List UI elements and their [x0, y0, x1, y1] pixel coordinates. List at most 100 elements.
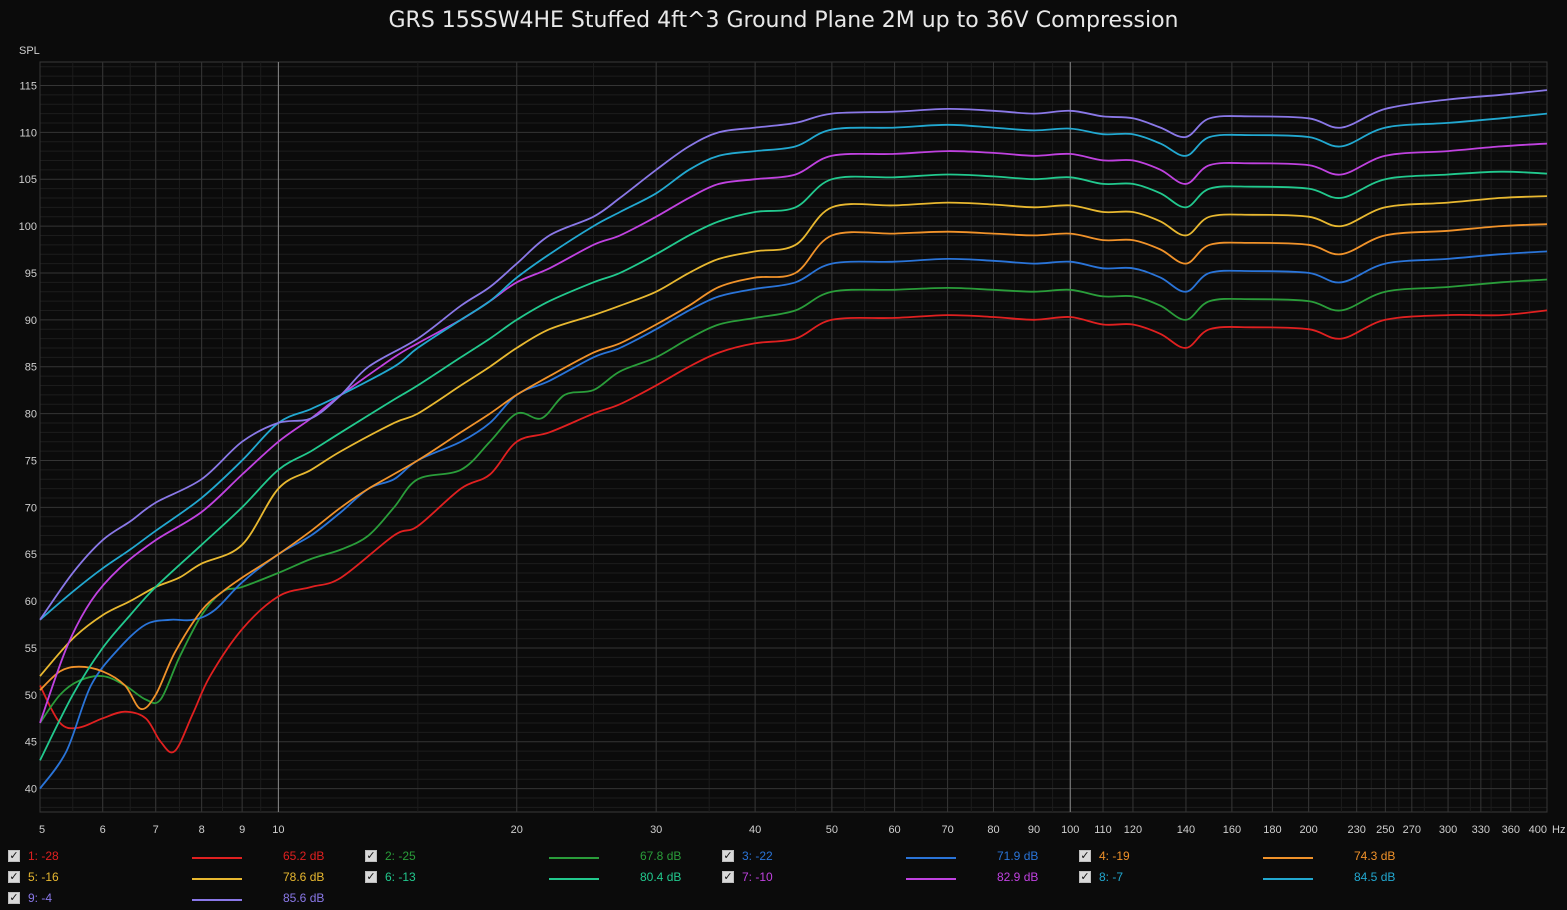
y-tick-label: 85: [25, 362, 37, 374]
x-tick-label: 270: [1403, 824, 1421, 836]
series-line-4: [39, 223, 1548, 711]
y-tick-label: 60: [25, 596, 37, 608]
legend-checkbox[interactable]: ✓: [8, 871, 20, 883]
x-tick-label: 140: [1177, 824, 1195, 836]
x-tick-label: 110: [1094, 824, 1112, 836]
x-tick-label: 10: [272, 824, 284, 836]
legend-checkbox[interactable]: ✓: [8, 892, 20, 904]
y-tick-label: 40: [25, 784, 37, 796]
x-tick-label: 250: [1376, 824, 1394, 836]
x-tick-label: 100: [1061, 824, 1079, 836]
x-tick-label: 6: [100, 824, 106, 836]
legend-value: 80.4 dB: [640, 870, 682, 884]
x-tick-label: 180: [1263, 824, 1281, 836]
legend-checkbox[interactable]: ✓: [8, 850, 20, 862]
legend-item-3: ✓ 3: -22 71.9 dB: [722, 848, 1062, 866]
legend-swatch: [1263, 857, 1313, 859]
x-tick-label: 70: [941, 824, 953, 836]
x-tick-label: 20: [511, 824, 523, 836]
legend-swatch: [549, 857, 599, 859]
x-tick-label: 300: [1439, 824, 1457, 836]
series-line-7: [39, 142, 1548, 724]
y-tick-labels: 40 45 50 55 60 65 70 75 80 85 90 95 100 105 110 115: [19, 80, 37, 795]
legend-checkbox[interactable]: ✓: [722, 850, 734, 862]
legend-swatch: [192, 878, 242, 880]
legend-swatch: [1263, 878, 1313, 880]
x-tick-label: 120: [1124, 824, 1142, 836]
legend-swatch: [192, 857, 242, 859]
legend-swatch: [906, 878, 956, 880]
x-tick-label: 90: [1028, 824, 1040, 836]
legend-item-4: ✓ 4: -19 74.3 dB: [1079, 848, 1419, 866]
x-tick-label: 40: [749, 824, 761, 836]
y-tick-label: 100: [19, 221, 37, 233]
legend-checkbox[interactable]: ✓: [365, 850, 377, 862]
legend-item-9: ✓ 9: -4 85.6 dB: [8, 890, 348, 908]
x-tick-label: 80: [987, 824, 999, 836]
x-tick-label: 9: [239, 824, 245, 836]
x-tick-label: 5: [39, 824, 45, 836]
legend-item-6: ✓ 6: -13 80.4 dB: [365, 869, 705, 887]
series-line-3: [39, 250, 1548, 790]
legend-item-8: ✓ 8: -7 84.5 dB: [1079, 869, 1419, 887]
legend-value: 78.6 dB: [283, 870, 325, 884]
legend-label: 1: -28: [28, 849, 59, 863]
series-lines: [39, 89, 1548, 790]
legend-item-5: ✓ 5: -16 78.6 dB: [8, 869, 348, 887]
legend-swatch: [549, 878, 599, 880]
y-tick-label: 45: [25, 737, 37, 749]
chart-title: GRS 15SSW4HE Stuffed 4ft^3 Ground Plane …: [388, 8, 1179, 33]
legend-label: 4: -19: [1099, 849, 1130, 863]
series-line-5: [39, 195, 1548, 677]
legend-label: 2: -25: [385, 849, 416, 863]
series-line-2: [39, 278, 1548, 724]
y-tick-label: 105: [19, 174, 37, 186]
legend-value: 85.6 dB: [283, 891, 325, 905]
x-tick-label: 7: [153, 824, 159, 836]
y-axis-label: SPL: [19, 45, 40, 57]
x-tick-label: 50: [826, 824, 838, 836]
x-axis-unit: Hz: [1552, 824, 1565, 836]
legend-value: 84.5 dB: [1354, 870, 1396, 884]
y-tick-label: 80: [25, 409, 37, 421]
legend-checkbox[interactable]: ✓: [1079, 850, 1091, 862]
legend-value: 67.8 dB: [640, 849, 682, 863]
y-tick-label: 75: [25, 455, 37, 467]
y-tick-label: 55: [25, 643, 37, 655]
legend-label: 6: -13: [385, 870, 416, 884]
legend-value: 82.9 dB: [997, 870, 1039, 884]
x-tick-label: 8: [199, 824, 205, 836]
x-tick-label: 230: [1348, 824, 1366, 836]
y-tick-label: 65: [25, 549, 37, 561]
legend-label: 7: -10: [742, 870, 773, 884]
x-tick-label: 400: [1529, 824, 1547, 836]
series-line-1: [39, 309, 1548, 754]
series-line-6: [39, 170, 1548, 761]
y-tick-label: 50: [25, 690, 37, 702]
legend-value: 65.2 dB: [283, 849, 325, 863]
legend-item-7: ✓ 7: -10 82.9 dB: [722, 869, 1062, 887]
y-tick-label: 115: [19, 80, 37, 92]
legend-label: 3: -22: [742, 849, 773, 863]
x-tick-label: 330: [1472, 824, 1490, 836]
legend-checkbox[interactable]: ✓: [365, 871, 377, 883]
x-tick-labels: 5 6 7 8 9 10 20 30 40 50 60 70 80 90 100 110 120 140 160 18…: [39, 824, 1547, 836]
series-line-9: [39, 89, 1548, 621]
legend-item-2: ✓ 2: -25 67.8 dB: [365, 848, 705, 866]
legend-label: 9: -4: [28, 891, 53, 905]
x-tick-label: 160: [1223, 824, 1241, 836]
legend-label: 5: -16: [28, 870, 59, 884]
legend-checkbox[interactable]: ✓: [1079, 871, 1091, 883]
series-line-8: [39, 112, 1548, 621]
x-tick-label: 200: [1299, 824, 1317, 836]
x-tick-label: 360: [1502, 824, 1520, 836]
legend-item-1: ✓ 1: -28 65.2 dB: [8, 848, 348, 866]
legend-checkbox[interactable]: ✓: [722, 871, 734, 883]
y-tick-label: 95: [25, 268, 37, 280]
legend-value: 71.9 dB: [997, 849, 1039, 863]
legend-swatch: [906, 857, 956, 859]
y-tick-label: 110: [19, 127, 37, 139]
x-tick-label: 30: [650, 824, 662, 836]
legend-swatch: [192, 899, 242, 901]
